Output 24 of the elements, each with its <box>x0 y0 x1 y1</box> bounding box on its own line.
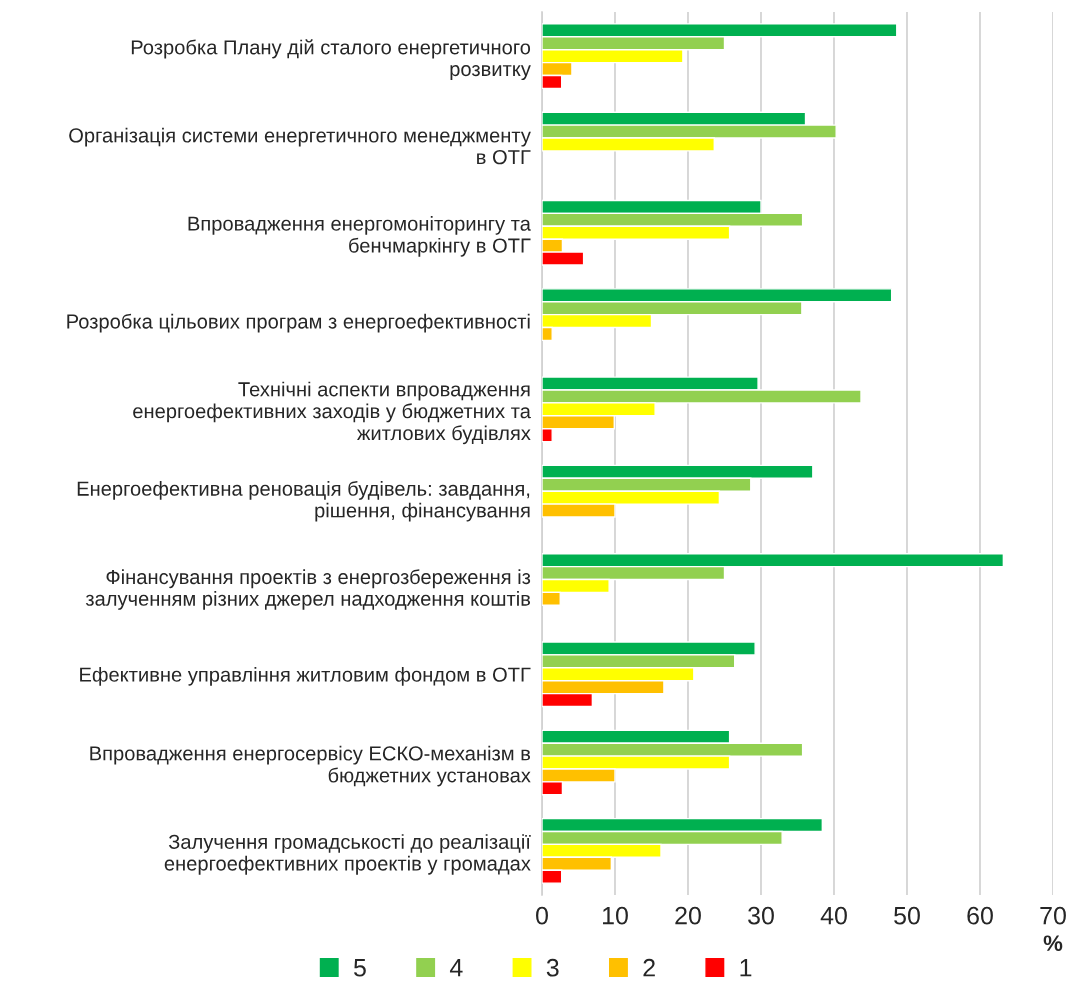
legend-label: 4 <box>449 959 463 977</box>
y-tick-label: Технічні аспекти впровадження енергоефективних заходів у бюджетних та житлових будівлях <box>133 381 531 445</box>
x-tick-label: 50 <box>894 906 920 925</box>
legend-label: 1 <box>740 959 752 977</box>
y-tick-label: Енергоефективна реновація будівель: завдання, рішення, фінансування <box>77 480 530 522</box>
legend-label: 2 <box>643 958 655 977</box>
y-tick-label: Розробка Плану дій сталого енергетичного розвитку <box>131 39 531 81</box>
x-tick-label: 20 <box>675 906 701 925</box>
x-axis-title: % <box>1043 935 1063 952</box>
legend-label: 5 <box>353 959 366 977</box>
y-tick-label: Фінансування проектів з енергозбереження із залученням різних джерел надходження коштів <box>85 569 531 610</box>
x-tick-label: 70 <box>1040 906 1066 925</box>
y-tick-label: Впровадження енергосервісу ЕСКО-механізм в бюджетних установах <box>90 745 531 787</box>
y-tick-label: Організація системи енергетичного менеджменту в ОТГ <box>69 127 531 165</box>
y-tick-label: Впровадження енергомоніторингу та бенчмаркінгу в ОТГ <box>188 215 531 257</box>
x-tick-label: 0 <box>536 906 548 925</box>
y-tick-label: Залучення громадськості до реалізації енергоефективних проектів у громадах <box>164 834 531 875</box>
x-tick-label: 40 <box>820 906 847 925</box>
y-tick-label: Розробка цільових програм з енергоефективності <box>67 313 530 333</box>
y-tick-label: Ефективне управління житловим фондом в ОТГ <box>80 666 531 686</box>
x-tick-label: 60 <box>967 906 993 925</box>
x-tick-label: 30 <box>748 906 774 925</box>
x-tick-label: 10 <box>603 906 628 925</box>
legend-label: 3 <box>546 958 559 977</box>
